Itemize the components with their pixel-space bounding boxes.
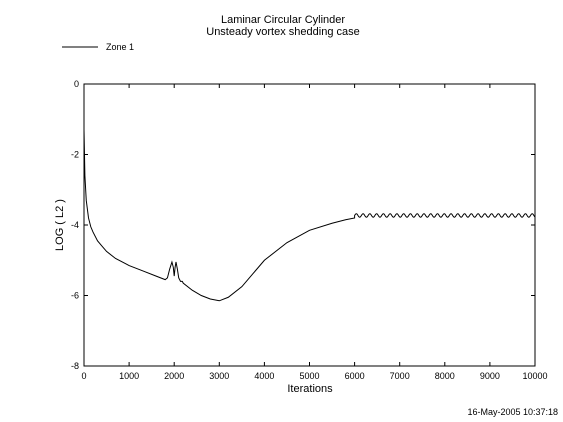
x-axis-ticks: 0 1000 2000 3000 4000 5000 6000 7000 8000 9000 100… — [81, 84, 548, 381]
x-tick-label: 3000 — [209, 371, 229, 381]
x-tick-label: 10000 — [522, 371, 547, 381]
chart-title: Laminar Circular Cylinder — [221, 14, 345, 26]
timestamp: 16-May-2005 10:37:18 — [467, 407, 558, 417]
plot-frame — [83, 83, 536, 367]
x-tick-label: 9000 — [480, 371, 500, 381]
y-tick-label: -2 — [71, 150, 79, 160]
y-tick-label: -6 — [71, 291, 79, 301]
legend-label: Zone 1 — [106, 42, 134, 52]
x-tick-label: 7000 — [390, 371, 410, 381]
y-axis-label: LOG ( L2 ) — [54, 199, 66, 251]
x-tick-label: 2000 — [164, 371, 184, 381]
y-tick-label: -4 — [71, 220, 79, 230]
x-tick-label: 0 — [81, 371, 86, 381]
x-axis-label: Iterations — [287, 383, 333, 395]
legend: Zone 1 — [62, 42, 134, 52]
x-tick-label: 6000 — [345, 371, 365, 381]
x-tick-label: 8000 — [435, 371, 455, 381]
y-tick-label: 0 — [74, 79, 79, 89]
x-tick-label: 5000 — [299, 371, 319, 381]
y-tick-label: -8 — [71, 361, 79, 371]
chart-subtitle: Unsteady vortex shedding case — [206, 26, 359, 38]
series-line-zone-1 — [83, 129, 536, 302]
x-tick-label: 1000 — [119, 371, 139, 381]
y-axis-ticks: 0 -2 -4 -6 -8 — [71, 79, 535, 371]
x-tick-label: 4000 — [254, 371, 274, 381]
